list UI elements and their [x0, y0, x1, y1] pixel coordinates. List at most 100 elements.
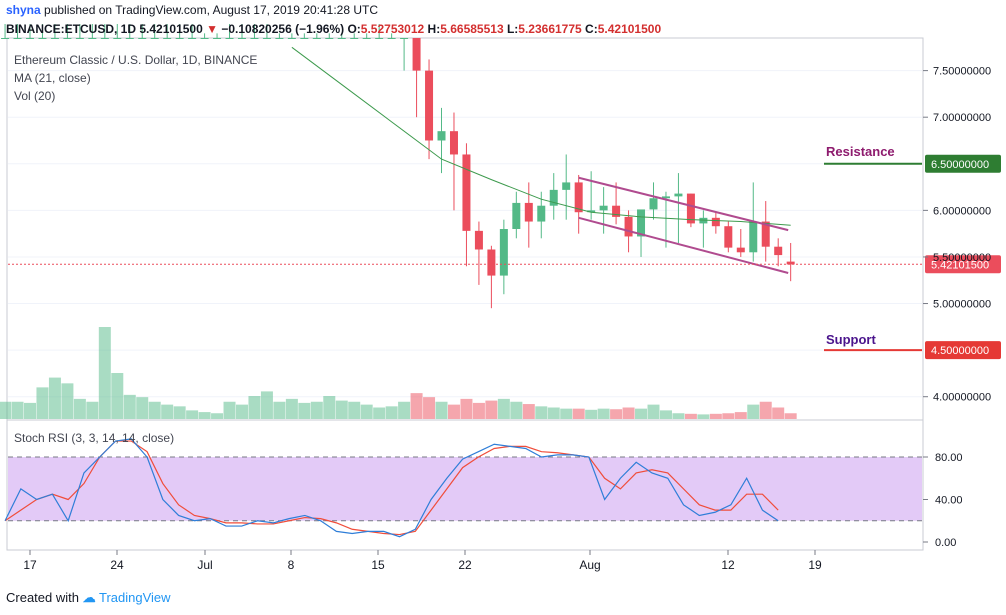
- volume-bar: [111, 373, 124, 419]
- candle-body: [350, 38, 359, 39]
- support-price-label: 4.50000000: [931, 345, 989, 357]
- volume-bar: [497, 398, 510, 419]
- volume-bar: [547, 407, 560, 419]
- down-arrow-icon: ▼: [206, 22, 218, 36]
- volume-bar: [398, 401, 411, 419]
- candle-body: [188, 38, 197, 39]
- symbol-legend: Ethereum Classic / U.S. Dollar, 1D, BINA…: [14, 53, 257, 67]
- candle-body: [362, 38, 371, 39]
- stoch-rsi-band: [8, 457, 922, 521]
- volume-bar: [622, 407, 635, 419]
- last-price-box: [925, 255, 1001, 274]
- candle-body: [637, 209, 646, 237]
- candle-body: [100, 38, 109, 39]
- volume-bar: [310, 401, 323, 419]
- channel-upper-line: [578, 176, 789, 232]
- candle-body: [711, 217, 720, 227]
- volume-bar: [597, 408, 610, 419]
- volume-bar: [260, 391, 273, 419]
- volume-bar: [709, 413, 722, 419]
- time-tick-label: 24: [110, 558, 124, 572]
- volume-bar: [410, 393, 423, 419]
- publish-text: published on TradingView.com, August 17,…: [40, 3, 379, 17]
- candle-body: [674, 193, 683, 197]
- candle-body: [537, 205, 546, 222]
- volume-bar: [123, 394, 136, 419]
- candle-body: [375, 38, 384, 39]
- support-label: Support: [826, 332, 876, 347]
- time-tick-label: 8: [288, 558, 295, 572]
- publish-info: shyna published on TradingView.com, Augu…: [6, 3, 378, 17]
- support-price-box: [925, 341, 1001, 360]
- candle-body: [125, 38, 134, 39]
- volume-bar: [161, 404, 174, 419]
- price-tick-label: 5.00000000: [933, 299, 991, 311]
- rsi-tick-label: 40.00: [935, 495, 963, 507]
- volume-bar: [659, 410, 672, 419]
- time-tick-label: Aug: [579, 558, 600, 572]
- volume-bar: [348, 401, 361, 419]
- price-axis: 7.50000000 7.00000000 6.00000000 5.50000000…: [923, 66, 991, 404]
- candle-body: [262, 38, 271, 39]
- volume-bar: [61, 383, 74, 419]
- candle-body: [574, 182, 583, 213]
- ma-line: [291, 46, 791, 226]
- candle-body: [562, 182, 571, 190]
- volume-bar: [48, 377, 61, 419]
- candle-body: [75, 38, 84, 39]
- candle-body: [649, 198, 658, 210]
- candle-body: [736, 247, 745, 253]
- time-tick-label: 12: [721, 558, 735, 572]
- volume-bar: [460, 398, 473, 419]
- volume-bar: [435, 401, 448, 419]
- candle-body: [512, 202, 521, 229]
- volume-bar: [684, 413, 697, 419]
- candle-body: [237, 38, 246, 39]
- volume-bar: [98, 327, 111, 419]
- volume-bar: [647, 404, 660, 419]
- volume-bar: [722, 413, 735, 419]
- candle-body: [337, 38, 346, 39]
- candle-body: [275, 38, 284, 39]
- footer: Created with ☁ TradingView: [6, 590, 171, 606]
- candle-body: [287, 38, 296, 39]
- price-tick-label: 4.00000000: [933, 392, 991, 404]
- last-price-label: 5.42101500: [931, 259, 989, 271]
- resistance-price-box: [925, 154, 1001, 173]
- volume-bar: [485, 400, 498, 419]
- time-axis: 17 24 Jul 8 15 22 Aug 12 19: [23, 550, 822, 572]
- close-value: 5.42101500: [597, 22, 662, 36]
- volume-bar: [472, 402, 485, 419]
- volume-bar: [759, 401, 772, 419]
- candle-body: [387, 38, 396, 39]
- candle-body: [599, 205, 608, 211]
- volume-bar: [697, 414, 710, 419]
- candle-body: [724, 226, 733, 248]
- volume-bar: [198, 412, 211, 419]
- volume-bar: [235, 404, 248, 419]
- candle-body: [686, 193, 695, 224]
- price-tick-label: 7.00000000: [933, 112, 991, 124]
- volume-bar: [784, 413, 797, 419]
- volume-bar: [772, 407, 785, 419]
- volume-bars: [0, 327, 797, 419]
- volume-bar: [136, 397, 149, 419]
- volume-bar: [0, 401, 12, 419]
- ohlc-header: BINANCE:ETCUSD, 1D 5.42101500 ▼ −0.10820…: [6, 22, 661, 36]
- rsi-tick-label: 0.00: [935, 537, 956, 549]
- high-value: 5.66585513: [440, 22, 504, 36]
- close-label: C:: [585, 22, 598, 36]
- volume-bar: [423, 397, 436, 419]
- stoch-rsi-k-line: [4, 438, 779, 538]
- time-tick-label: 15: [371, 558, 385, 572]
- volume-bar: [522, 404, 535, 419]
- volume-bar: [223, 401, 236, 419]
- channel-lower-line: [578, 216, 789, 274]
- open-value: 5.52753012: [360, 22, 425, 36]
- volume-bar: [385, 406, 398, 419]
- tradingview-brand[interactable]: TradingView: [99, 590, 171, 605]
- candle-body: [624, 216, 633, 237]
- candle-body: [113, 38, 122, 39]
- author-name[interactable]: shyna: [6, 3, 41, 17]
